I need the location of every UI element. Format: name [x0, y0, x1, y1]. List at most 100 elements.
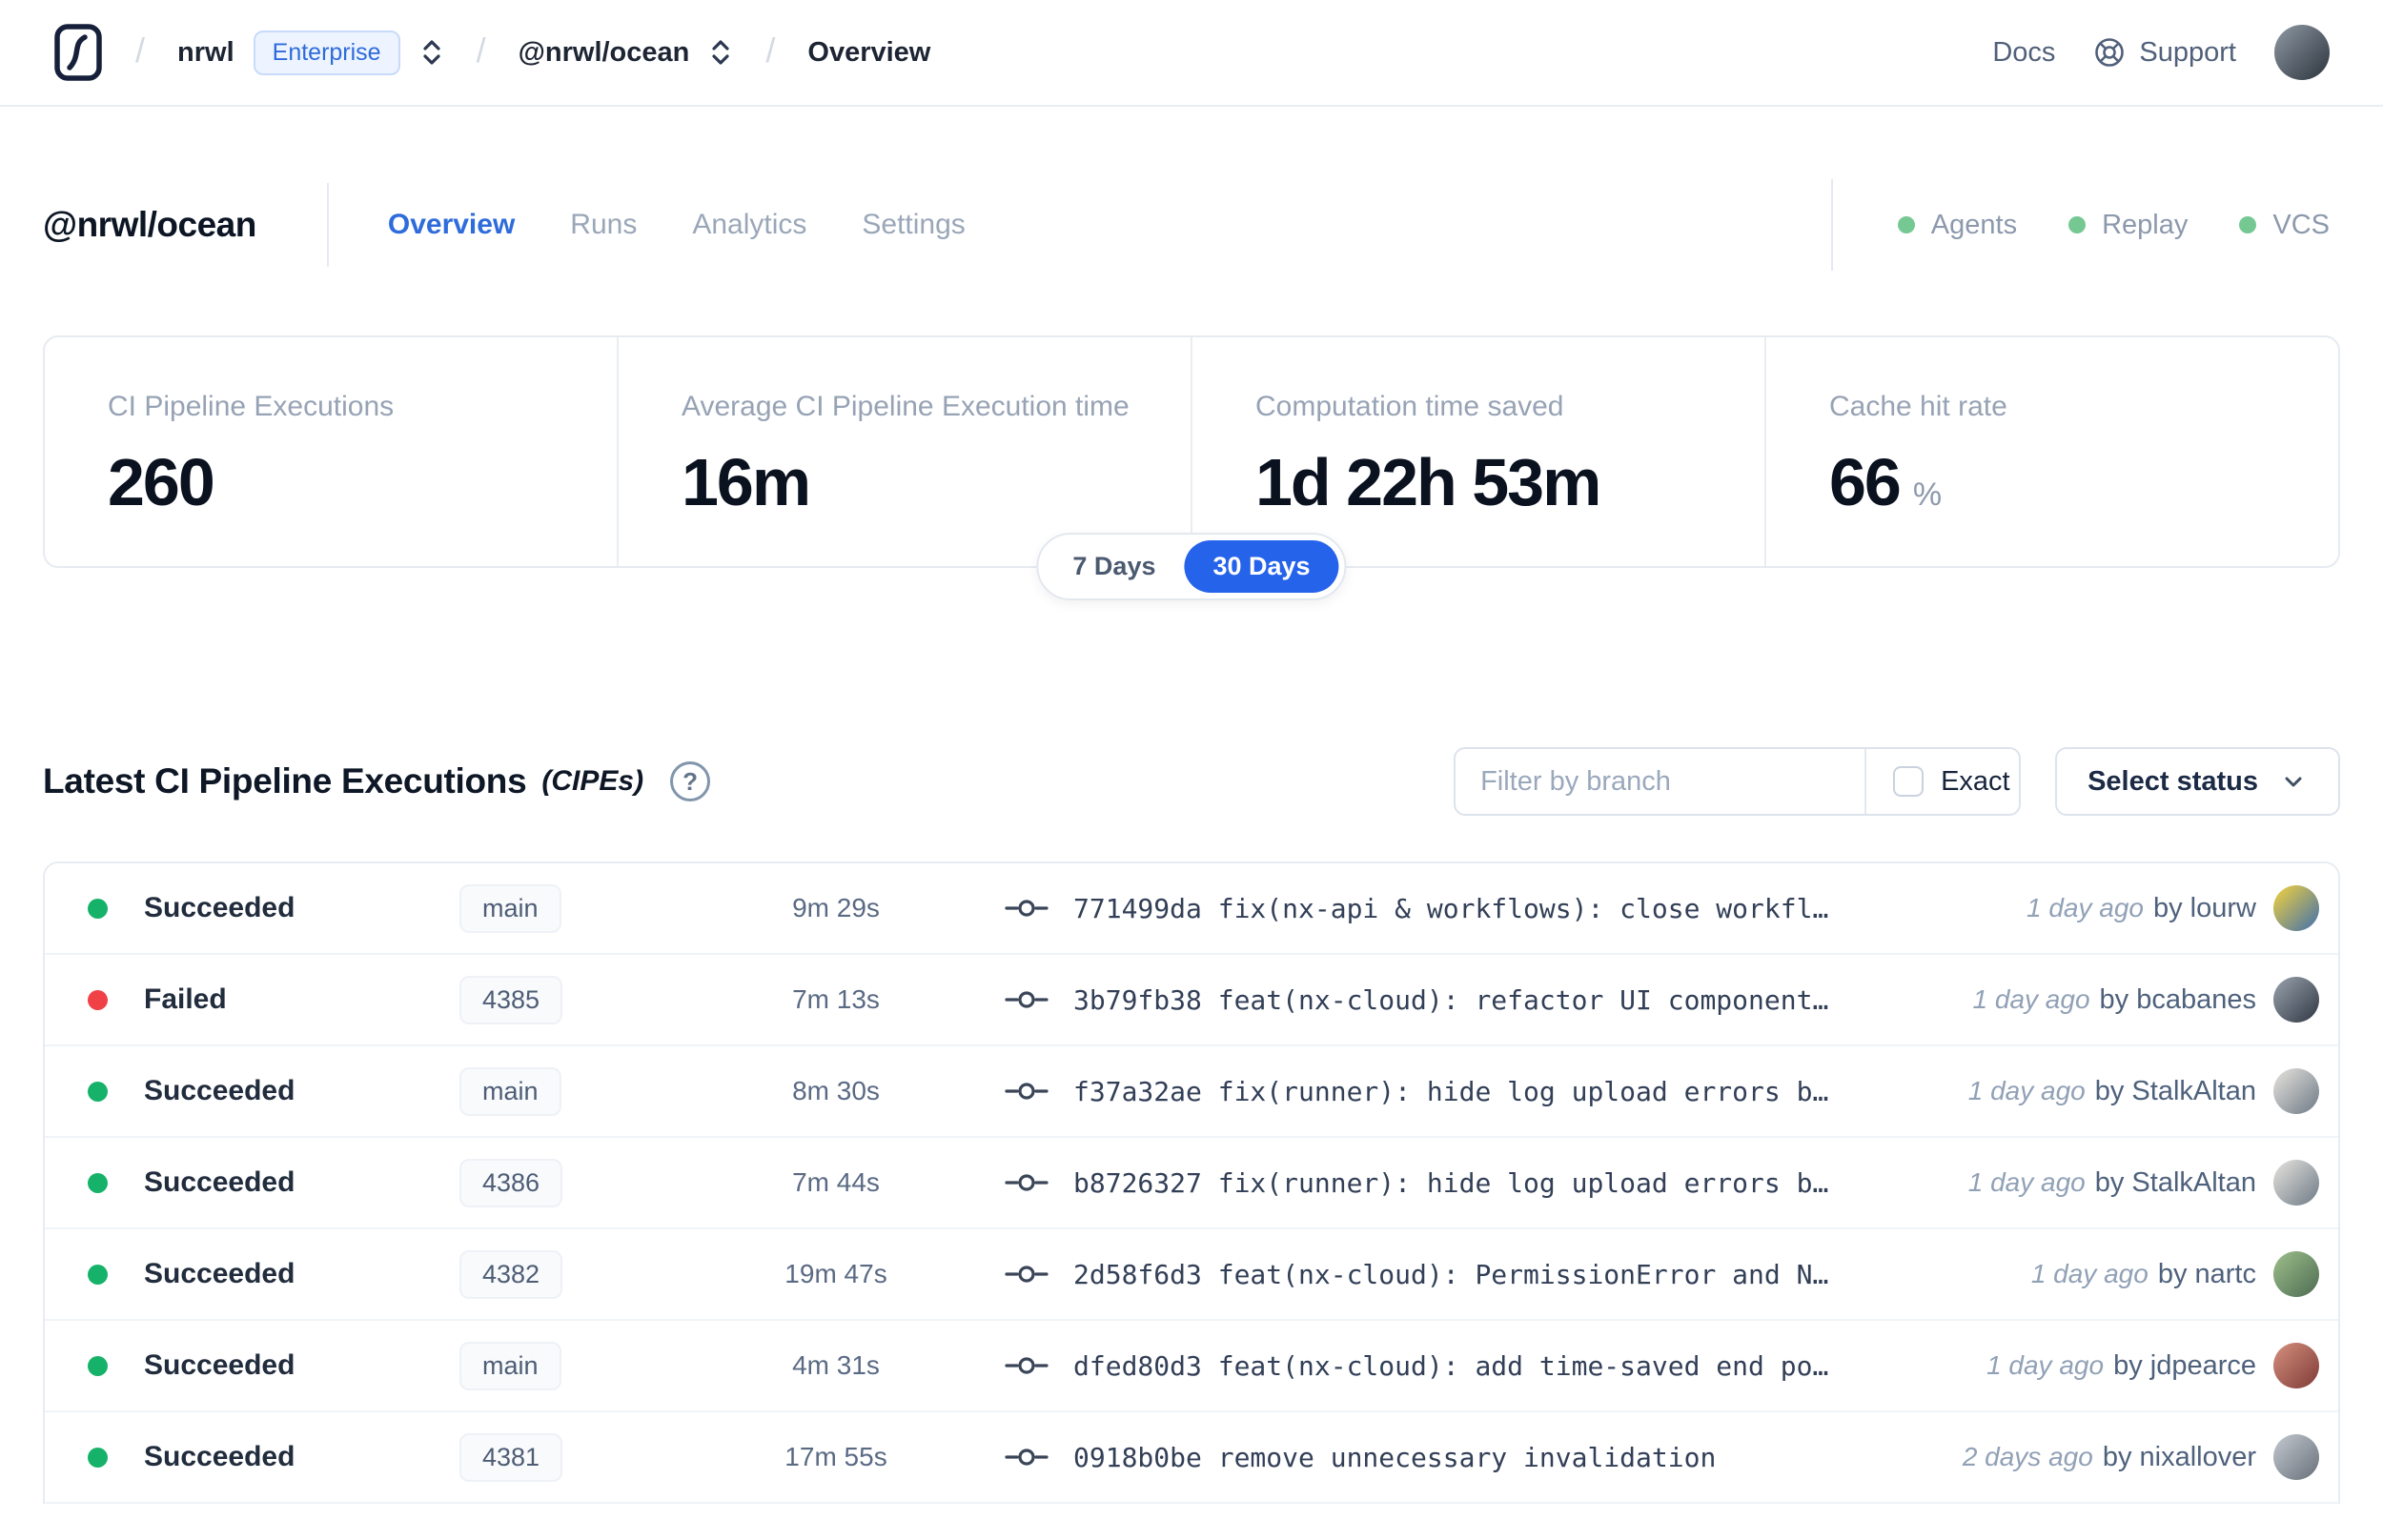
- avatar[interactable]: [2273, 1343, 2319, 1388]
- feature-vcs: VCS: [2239, 210, 2330, 241]
- commit-text[interactable]: f37a32ae fix(runner): hide log upload er…: [1073, 1076, 1828, 1107]
- commit-text[interactable]: 771499da fix(nx-api & workflows): close …: [1073, 893, 1828, 924]
- workspace-name: @nrwl/ocean: [518, 36, 690, 68]
- status-select-dropdown[interactable]: Select status: [2055, 747, 2340, 816]
- table-row[interactable]: Succeeded main 9m 29s 771499da fix(nx-ap…: [45, 863, 2338, 955]
- branch-badge[interactable]: 4386: [459, 1158, 563, 1207]
- table-row[interactable]: Succeeded 4386 7m 44s b8726327 fix(runne…: [45, 1138, 2338, 1229]
- branch-cell: 4382: [459, 1249, 698, 1299]
- time-ago: 2 days ago: [1962, 1442, 2093, 1471]
- commit-text[interactable]: 2d58f6d3 feat(nx-cloud): PermissionError…: [1073, 1259, 1828, 1290]
- tab-runs[interactable]: Runs: [570, 209, 638, 240]
- meta-cell: 2 days ago by nixallover: [1963, 1434, 2338, 1480]
- author: by bcabanes: [2099, 983, 2256, 1015]
- section-title: Latest CI Pipeline Executions: [43, 761, 527, 800]
- exact-checkbox[interactable]: [1893, 766, 1925, 797]
- branch-badge[interactable]: 4385: [459, 975, 563, 1024]
- avatar[interactable]: [2273, 1434, 2319, 1480]
- workspace-selector-icon[interactable]: [708, 36, 733, 69]
- commit-text[interactable]: dfed80d3 feat(nx-cloud): add time-saved …: [1073, 1350, 1828, 1382]
- tab-overview[interactable]: Overview: [387, 209, 516, 240]
- commit-message: fix(nx-api & workflows): close workfl…: [1217, 892, 1829, 924]
- cipe-section-header: Latest CI Pipeline Executions (CIPEs) ? …: [43, 747, 2340, 816]
- branch-badge[interactable]: main: [459, 1066, 561, 1116]
- avatar[interactable]: [2273, 977, 2319, 1023]
- divider: [326, 183, 329, 267]
- branch-badge[interactable]: main: [459, 883, 561, 933]
- table-row[interactable]: Failed 4385 7m 13s 3b79fb38 feat(nx-clou…: [45, 955, 2338, 1046]
- docs-link[interactable]: Docs: [1992, 36, 2056, 68]
- status-dot-icon: [88, 1081, 108, 1102]
- meta-cell: 1 day ago by jdpearce: [1986, 1343, 2338, 1388]
- support-link[interactable]: Support: [2093, 36, 2236, 69]
- user-avatar[interactable]: [2274, 25, 2330, 80]
- commit-cell: b8726327 fix(runner): hide log upload er…: [974, 1167, 1968, 1199]
- time-ago: 1 day ago: [2030, 1259, 2149, 1288]
- avatar[interactable]: [2273, 1068, 2319, 1114]
- time-ago: 1 day ago: [1972, 984, 2090, 1014]
- tab-settings[interactable]: Settings: [862, 209, 966, 240]
- breadcrumb-workspace[interactable]: @nrwl/ocean: [519, 36, 734, 69]
- status-label: Succeeded: [144, 1258, 295, 1289]
- feature-label: Replay: [2102, 209, 2189, 240]
- status-dot-icon: [88, 898, 108, 919]
- table-row[interactable]: Succeeded 4382 19m 47s 2d58f6d3 feat(nx-…: [45, 1229, 2338, 1321]
- commit-text[interactable]: 3b79fb38 feat(nx-cloud): refactor UI com…: [1073, 984, 1828, 1016]
- help-icon[interactable]: ?: [670, 761, 711, 801]
- commit-text[interactable]: 0918b0be remove unnecessary invalidation: [1073, 1442, 1716, 1473]
- tab-analytics[interactable]: Analytics: [692, 209, 807, 240]
- org-selector-icon[interactable]: [419, 36, 444, 69]
- meta-cell: 1 day ago by StalkAltan: [1968, 1160, 2338, 1206]
- table-row[interactable]: Succeeded main 4m 31s dfed80d3 feat(nx-c…: [45, 1321, 2338, 1412]
- commit-message: fix(runner): hide log upload errors b…: [1217, 1075, 1829, 1107]
- commit-hash: 0918b0be: [1073, 1441, 1202, 1473]
- stat-value: 66%: [1829, 445, 1943, 519]
- feature-agents: Agents: [1897, 209, 2018, 241]
- commit-cell: dfed80d3 feat(nx-cloud): add time-saved …: [974, 1350, 1986, 1382]
- git-commit-icon: [1005, 1260, 1049, 1288]
- avatar[interactable]: [2273, 1251, 2319, 1297]
- status-label: Succeeded: [144, 1075, 295, 1106]
- branch-cell: 4381: [459, 1432, 698, 1482]
- status-label: Succeeded: [144, 1441, 295, 1472]
- commit-message: feat(nx-cloud): PermissionError and N…: [1217, 1258, 1829, 1290]
- breadcrumb: / nrwl Enterprise / @nrwl/ocean / Overvi…: [53, 23, 930, 82]
- duration: 8m 30s: [792, 1076, 880, 1105]
- meta-cell: 1 day ago by lourw: [2027, 885, 2338, 931]
- stats-cards: CI Pipeline Executions 260 Average CI Pi…: [43, 335, 2340, 600]
- stat-label: CI Pipeline Executions: [108, 391, 395, 422]
- avatar[interactable]: [2273, 885, 2319, 931]
- breadcrumb-separator: /: [135, 30, 146, 70]
- feature-label: Agents: [1930, 209, 2018, 240]
- git-commit-icon: [1005, 1077, 1049, 1105]
- stat-card-avg-time: Average CI Pipeline Execution time 16m: [617, 337, 1191, 566]
- nx-cloud-logo-icon[interactable]: [53, 23, 103, 82]
- status-dot-icon: [2068, 216, 2087, 233]
- exact-toggle: Exact: [1864, 749, 2019, 814]
- author: by StalkAltan: [2094, 1075, 2256, 1106]
- branch-cell: 4385: [459, 975, 698, 1024]
- duration: 4m 31s: [792, 1350, 880, 1380]
- status-cell: Succeeded: [45, 1258, 459, 1290]
- branch-badge[interactable]: 4382: [459, 1249, 563, 1299]
- commit-hash: f37a32ae: [1073, 1075, 1202, 1107]
- meta-cell: 1 day ago by bcabanes: [1973, 977, 2338, 1023]
- lifebuoy-icon: [2093, 36, 2126, 69]
- commit-message: feat(nx-cloud): refactor UI component…: [1217, 983, 1829, 1016]
- divider: [1830, 179, 1833, 271]
- status-cell: Succeeded: [45, 1166, 459, 1199]
- branch-cell: main: [459, 883, 698, 933]
- stat-label: Average CI Pipeline Execution time: [682, 391, 1130, 422]
- range-7-days[interactable]: 7 Days: [1072, 552, 1156, 580]
- commit-text[interactable]: b8726327 fix(runner): hide log upload er…: [1073, 1167, 1828, 1199]
- avatar[interactable]: [2273, 1160, 2319, 1206]
- branch-filter-input[interactable]: [1456, 765, 1865, 798]
- branch-badge[interactable]: main: [459, 1341, 561, 1390]
- stat-card-time-saved: Computation time saved 1d 22h 53m: [1191, 337, 1764, 566]
- breadcrumb-org[interactable]: nrwl Enterprise: [177, 30, 444, 75]
- table-row[interactable]: Succeeded 4381 17m 55s 0918b0be remove u…: [45, 1412, 2338, 1504]
- range-30-days[interactable]: 30 Days: [1184, 540, 1339, 593]
- time-ago: 1 day ago: [1967, 1076, 2086, 1105]
- branch-badge[interactable]: 4381: [459, 1432, 563, 1482]
- table-row[interactable]: Succeeded main 8m 30s f37a32ae fix(runne…: [45, 1046, 2338, 1138]
